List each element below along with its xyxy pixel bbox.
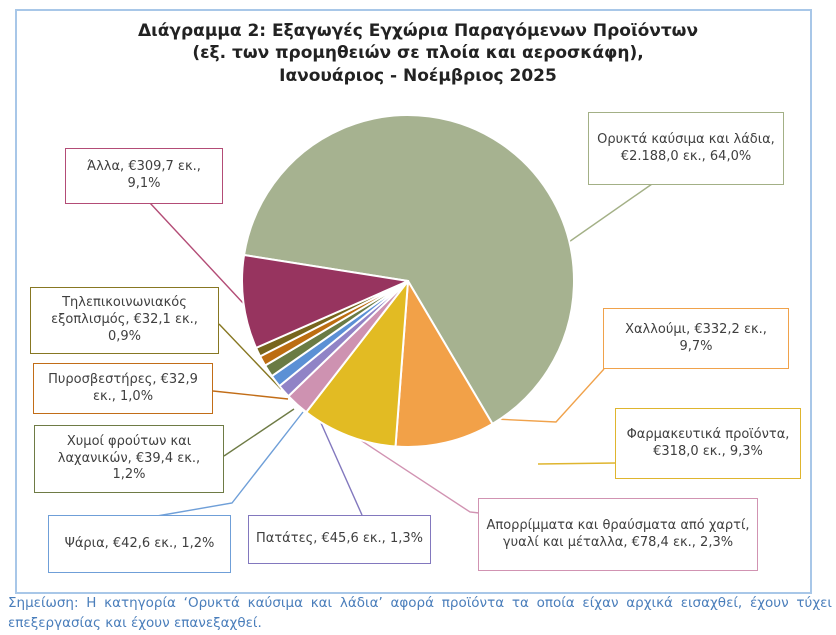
callout-extinguishers: Πυροσβεστήρες, €32,9 εκ., 1,0% [33, 363, 213, 414]
callout-juices: Χυμοί φρούτων και λαχανικών, €39,4 εκ., … [34, 425, 224, 493]
callout-waste-label: Απορρίμματα και θραύσματα από χαρτί, γυα… [486, 517, 750, 550]
callout-juices-label: Χυμοί φρούτων και λαχανικών, €39,4 εκ., … [57, 433, 201, 483]
note-text: Σημείωση: Η κατηγορία ‘Ορυκτά καύσιμα κα… [8, 595, 832, 631]
callout-telecom-label: Τηλεπικοινωνιακός εξοπλισμός, €32,1 εκ.,… [51, 295, 198, 344]
callout-fish: Ψάρια, €42,6 εκ., 1,2% [48, 515, 231, 573]
callout-potatoes-label: Πατάτες, €45,6 εκ., 1,3% [256, 531, 423, 547]
callout-other-label: Άλλα, €309,7 εκ., 9,1% [87, 159, 201, 191]
callout-extinguishers-label: Πυροσβεστήρες, €32,9 εκ., 1,0% [48, 371, 198, 404]
callout-telecom: Τηλεπικοινωνιακός εξοπλισμός, €32,1 εκ.,… [30, 287, 219, 354]
callout-pharma: Φαρμακευτικά προϊόντα, €318,0 εκ., 9,3% [615, 408, 801, 479]
callout-other: Άλλα, €309,7 εκ., 9,1% [65, 148, 223, 204]
callout-fish-label: Ψάρια, €42,6 εκ., 1,2% [64, 535, 215, 551]
chart-title: Διάγραμμα 2: Εξαγωγές Εγχώρια Παραγόμενω… [137, 21, 699, 86]
callout-pharma-label: Φαρμακευτικά προϊόντα, €318,0 εκ., 9,3% [626, 426, 790, 459]
callout-fuels: Ορυκτά καύσιμα και λάδια, €2.188,0 εκ., … [588, 112, 784, 185]
callout-fuels-label: Ορυκτά καύσιμα και λάδια, €2.188,0 εκ., … [597, 131, 775, 164]
callout-waste: Απορρίμματα και θραύσματα από χαρτί, γυα… [478, 498, 758, 571]
callout-halloumi: Χαλλούμι, €332,2 εκ., 9,7% [603, 308, 789, 369]
callout-halloumi-label: Χαλλούμι, €332,2 εκ., 9,7% [625, 321, 767, 354]
callout-potatoes: Πατάτες, €45,6 εκ., 1,3% [248, 515, 431, 564]
